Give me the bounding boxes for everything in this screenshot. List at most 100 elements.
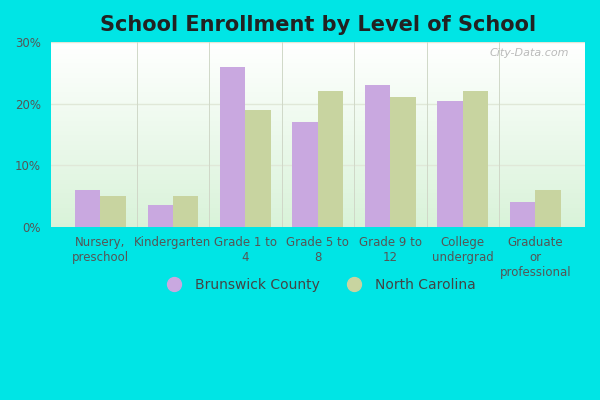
Bar [51,178,585,179]
Bar [51,219,585,220]
Bar [51,87,585,88]
Bar [51,55,585,56]
Bar [51,168,585,169]
Bar [51,135,585,136]
Bar [51,60,585,62]
Bar [51,84,585,86]
Bar [51,202,585,203]
Bar [51,156,585,158]
Bar [463,91,488,226]
Bar [51,197,585,198]
Bar [51,220,585,221]
Bar [220,67,245,226]
Bar [51,48,585,50]
Bar [51,159,585,160]
Bar [51,152,585,153]
Bar [51,128,585,129]
Bar [51,167,585,168]
Bar [51,166,585,167]
Bar [51,217,585,218]
Bar [51,115,585,116]
Bar [51,108,585,110]
Bar [535,190,561,226]
Bar [51,188,585,189]
Bar [51,92,585,93]
Bar [51,65,585,66]
Bar [51,175,585,176]
Bar [51,134,585,135]
Bar [51,102,585,103]
Bar [51,113,585,114]
Bar [51,206,585,207]
Bar [51,57,585,58]
Bar [51,90,585,91]
Bar [51,165,585,166]
Bar [51,158,585,159]
Bar [51,155,585,156]
Bar [51,50,585,51]
Bar [51,186,585,187]
Bar [51,139,585,140]
Bar [51,80,585,81]
Bar [51,74,585,75]
Bar [51,207,585,208]
Bar [51,105,585,106]
Bar [51,223,585,224]
Bar [51,196,585,197]
Bar [51,118,585,119]
Bar [51,184,585,185]
Bar [51,82,585,83]
Bar [51,129,585,130]
Bar [51,174,585,175]
Bar [51,112,585,113]
Bar [51,210,585,211]
Bar [51,70,585,71]
Bar [51,64,585,65]
Bar [51,63,585,64]
Bar [51,81,585,82]
Bar [51,89,585,90]
Bar [51,137,585,138]
Bar [391,98,416,226]
Bar [51,124,585,125]
Bar [51,183,585,184]
Bar [51,120,585,122]
Bar [51,103,585,104]
Bar [51,203,585,204]
Bar [51,211,585,212]
Bar [51,100,585,101]
Bar [51,173,585,174]
Bar [51,59,585,60]
Bar [51,138,585,139]
Bar [51,185,585,186]
Bar [51,45,585,46]
Bar [51,53,585,54]
Bar [51,179,585,180]
Bar [51,154,585,155]
Bar [51,94,585,95]
Bar [51,225,585,226]
Bar [51,149,585,150]
Bar [51,161,585,162]
Bar [51,195,585,196]
Bar [51,176,585,177]
Bar [51,181,585,182]
Bar [51,78,585,79]
Bar [51,96,585,98]
Bar [100,196,126,226]
Bar [51,76,585,77]
Bar [51,201,585,202]
Bar [51,104,585,105]
Bar [51,69,585,70]
Bar [75,190,100,226]
Bar [51,110,585,111]
Bar [51,98,585,99]
Bar [51,204,585,205]
Bar [51,79,585,80]
Bar [51,172,585,173]
Bar [510,202,535,226]
Bar [365,85,391,226]
Bar [51,116,585,117]
Bar [51,117,585,118]
Bar [51,140,585,141]
